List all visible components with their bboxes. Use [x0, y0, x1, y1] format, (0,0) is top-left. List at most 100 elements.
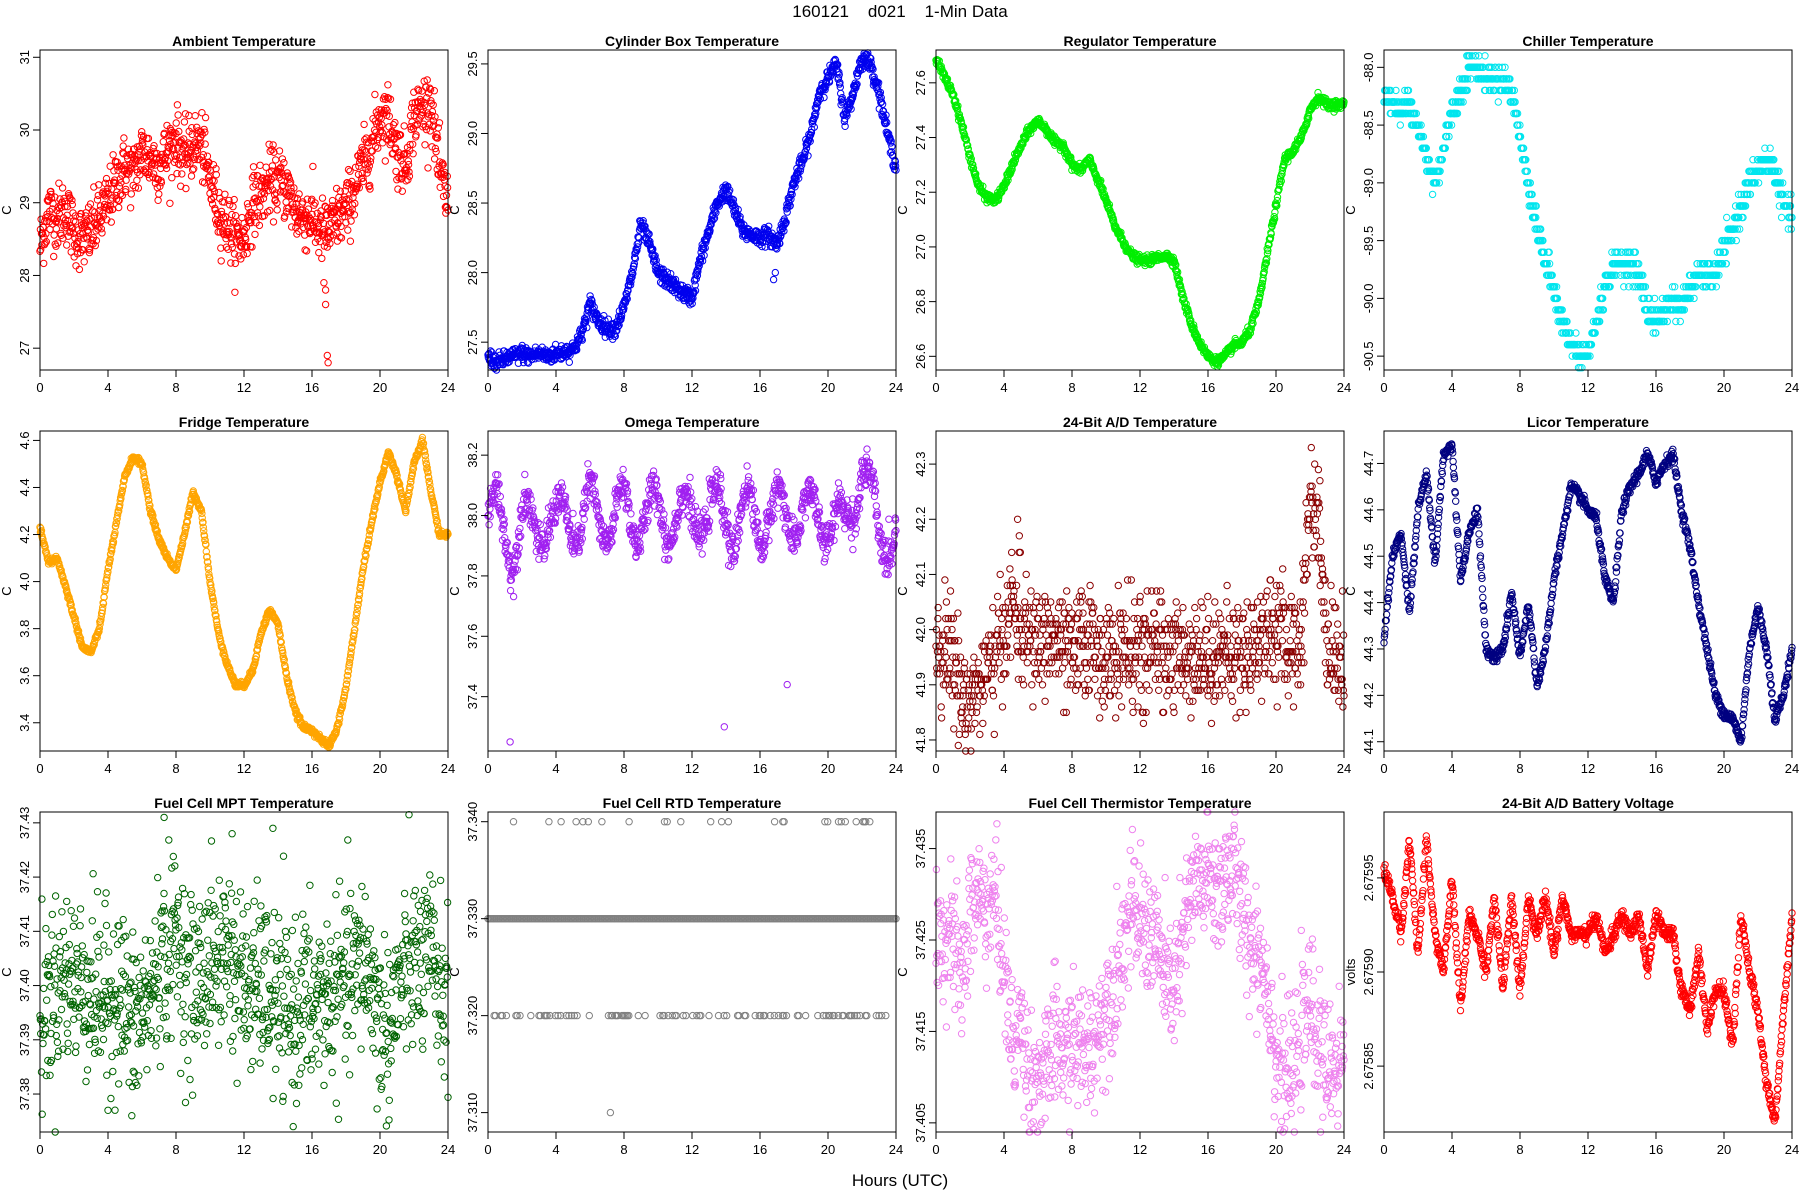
data-point — [728, 195, 736, 203]
data-point — [172, 565, 181, 573]
data-point — [694, 264, 702, 273]
data-point — [952, 101, 961, 109]
data-point — [173, 101, 182, 109]
data-point — [1131, 255, 1140, 263]
data-point — [1532, 202, 1540, 210]
data-point — [1080, 162, 1088, 170]
data-point — [168, 560, 176, 568]
data-point — [1694, 271, 1702, 279]
data-point — [1056, 138, 1064, 146]
data-point — [591, 315, 599, 323]
data-point — [402, 177, 410, 185]
data-point — [1089, 165, 1097, 173]
data-point — [1194, 338, 1203, 347]
data-point — [1204, 354, 1212, 362]
data-point — [1048, 136, 1057, 144]
data-point — [626, 281, 635, 289]
data-point — [288, 192, 297, 200]
data-point — [1196, 339, 1205, 348]
data-point — [372, 108, 380, 116]
data-point — [580, 319, 588, 328]
data-point — [1727, 236, 1735, 245]
data-point — [437, 170, 445, 178]
data-point — [942, 77, 951, 85]
data-point — [143, 486, 151, 495]
data-point — [891, 156, 899, 165]
data-point — [1335, 98, 1343, 107]
data-point — [1470, 63, 1479, 72]
data-point — [608, 321, 617, 329]
data-point — [94, 628, 103, 637]
data-point — [54, 203, 62, 211]
data-point — [52, 554, 60, 563]
data-point — [440, 176, 448, 184]
data-point — [1653, 317, 1661, 326]
data-point — [1641, 306, 1649, 314]
data-point — [769, 234, 778, 243]
data-point — [760, 234, 768, 242]
data-point — [749, 232, 757, 241]
data-point — [60, 197, 69, 206]
data-point — [1203, 350, 1212, 358]
data-point — [1677, 306, 1686, 314]
data-point — [419, 105, 427, 114]
data-point — [438, 161, 446, 170]
data-point — [1490, 86, 1499, 95]
data-point — [841, 107, 850, 116]
data-point — [38, 532, 46, 540]
data-point — [333, 229, 341, 237]
data-point — [1015, 147, 1024, 155]
data-point — [1244, 331, 1252, 339]
data-point — [592, 315, 600, 323]
data-point — [1104, 202, 1113, 211]
data-point — [1501, 63, 1509, 72]
data-point — [381, 157, 389, 165]
data-point — [978, 188, 986, 196]
data-point — [587, 295, 595, 304]
data-point — [493, 362, 501, 370]
data-point — [1437, 156, 1446, 164]
data-point — [1785, 213, 1793, 222]
data-point — [181, 141, 189, 150]
data-point — [1446, 109, 1455, 118]
data-point — [1692, 283, 1700, 291]
data-point — [95, 626, 103, 634]
data-point — [361, 136, 369, 144]
data-point — [1161, 251, 1170, 260]
data-point — [704, 231, 712, 240]
data-point — [825, 77, 833, 85]
data-point — [1642, 306, 1650, 314]
data-point — [1286, 148, 1294, 156]
data-point — [707, 217, 716, 225]
data-point — [1497, 86, 1505, 95]
data-point — [1660, 306, 1668, 314]
data-point — [518, 351, 526, 359]
data-point — [653, 264, 661, 273]
data-point — [1125, 246, 1133, 254]
data-point — [639, 217, 647, 225]
data-point — [84, 645, 93, 654]
data-point — [69, 229, 78, 238]
data-point — [1319, 103, 1328, 111]
data-point — [1686, 271, 1695, 279]
data-point — [1264, 241, 1273, 249]
data-point — [1685, 283, 1693, 291]
data-point — [193, 497, 201, 505]
data-point — [1632, 260, 1640, 268]
data-point — [1697, 271, 1705, 279]
data-point — [1124, 247, 1132, 256]
data-point — [1639, 294, 1648, 303]
data-point — [324, 227, 332, 235]
data-point — [122, 185, 130, 194]
data-point — [1147, 254, 1156, 262]
data-point — [1059, 139, 1068, 147]
data-point — [1598, 294, 1607, 303]
data-point — [982, 191, 990, 200]
data-point — [148, 513, 157, 522]
data-point — [1199, 344, 1207, 352]
data-point — [97, 225, 106, 233]
data-point — [809, 116, 817, 125]
data-point — [181, 526, 190, 534]
data-point — [151, 525, 159, 533]
data-point — [533, 348, 542, 356]
